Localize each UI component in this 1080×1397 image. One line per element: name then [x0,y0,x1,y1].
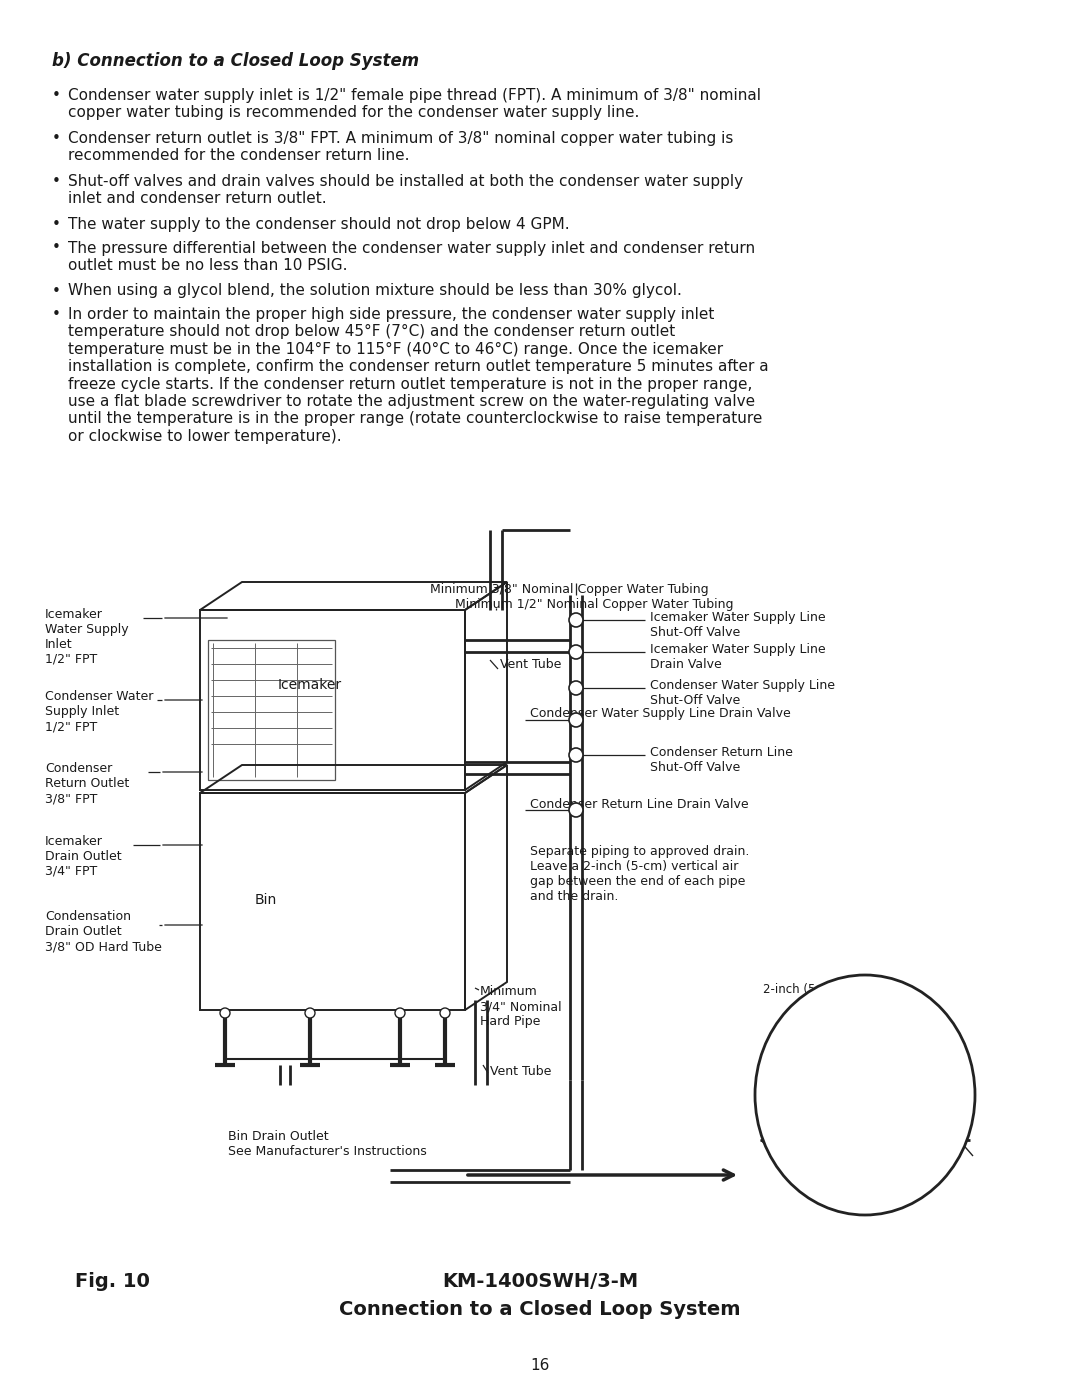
Text: The pressure differential between the condenser water supply inlet and condenser: The pressure differential between the co… [68,240,755,272]
Text: Condenser Return Line
Shut-Off Valve: Condenser Return Line Shut-Off Valve [650,746,793,774]
Text: In order to maintain the proper high side pressure, the condenser water supply i: In order to maintain the proper high sid… [68,307,769,444]
Text: Condenser Water
Supply Inlet
1/2" FPT: Condenser Water Supply Inlet 1/2" FPT [45,690,153,733]
Text: Icemaker Water Supply Line
Drain Valve: Icemaker Water Supply Line Drain Valve [650,643,825,671]
Text: •: • [52,240,60,256]
Circle shape [305,1009,315,1018]
Text: Separate piping to approved drain.
Leave a 2-inch (5-cm) vertical air
gap betwee: Separate piping to approved drain. Leave… [530,845,750,902]
Text: The water supply to the condenser should not drop below 4 GPM.: The water supply to the condenser should… [68,217,569,232]
Text: •: • [52,131,60,147]
Circle shape [569,613,583,627]
Text: Icemaker: Icemaker [278,678,342,692]
Text: When using a glycol blend, the solution mixture should be less than 30% glycol.: When using a glycol blend, the solution … [68,284,681,299]
Text: •: • [52,88,60,103]
Text: Bin Drain Outlet
See Manufacturer's Instructions: Bin Drain Outlet See Manufacturer's Inst… [228,1130,427,1158]
Circle shape [569,712,583,726]
Text: Fig. 10: Fig. 10 [75,1273,150,1291]
Text: Floor: Floor [767,1146,796,1158]
Text: Icemaker Water Supply Line
Shut-Off Valve: Icemaker Water Supply Line Shut-Off Valv… [650,610,825,638]
Text: Condensation
Drain Outlet
3/8" OD Hard Tube: Condensation Drain Outlet 3/8" OD Hard T… [45,909,162,953]
Circle shape [569,680,583,694]
Text: 2-inch (5-cm) air gap: 2-inch (5-cm) air gap [762,983,888,996]
Text: Vent Tube: Vent Tube [490,1065,552,1078]
Text: •: • [52,217,60,232]
Ellipse shape [755,975,975,1215]
Text: Condenser Return Line Drain Valve: Condenser Return Line Drain Valve [530,798,748,810]
Circle shape [395,1009,405,1018]
Text: Icemaker
Drain Outlet
3/4" FPT: Icemaker Drain Outlet 3/4" FPT [45,835,122,877]
Circle shape [569,645,583,659]
Circle shape [440,1009,450,1018]
Text: Condenser Water Supply Line Drain Valve: Condenser Water Supply Line Drain Valve [530,707,791,721]
Circle shape [569,803,583,817]
Text: Shut-off valves and drain valves should be installed at both the condenser water: Shut-off valves and drain valves should … [68,175,743,207]
Text: Vent Tube: Vent Tube [500,658,562,672]
Text: Minimum 3/8" Nominal Copper Water Tubing: Minimum 3/8" Nominal Copper Water Tubing [430,583,708,597]
Text: •: • [52,307,60,321]
Text: Icemaker
Water Supply
Inlet
1/2" FPT: Icemaker Water Supply Inlet 1/2" FPT [45,608,129,666]
Text: KM-1400SWH/3-M: KM-1400SWH/3-M [442,1273,638,1291]
Text: •: • [52,284,60,299]
Text: Drain: Drain [858,1146,890,1158]
Text: •: • [52,175,60,189]
Text: Minimum 1/2" Nominal Copper Water Tubing: Minimum 1/2" Nominal Copper Water Tubing [455,598,733,610]
Text: Connection to a Closed Loop System: Connection to a Closed Loop System [339,1301,741,1319]
Circle shape [220,1009,230,1018]
Text: Condenser water supply inlet is 1/2" female pipe thread (FPT). A minimum of 3/8": Condenser water supply inlet is 1/2" fem… [68,88,761,120]
Text: Condenser
Return Outlet
3/8" FPT: Condenser Return Outlet 3/8" FPT [45,761,130,805]
Text: 16: 16 [530,1358,550,1373]
Circle shape [569,747,583,761]
Text: Bin: Bin [255,893,278,907]
Text: Minimum
3/4" Nominal
Hard Pipe: Minimum 3/4" Nominal Hard Pipe [480,985,562,1028]
Text: b) Connection to a Closed Loop System: b) Connection to a Closed Loop System [52,52,419,70]
Text: Condenser Water Supply Line
Shut-Off Valve: Condenser Water Supply Line Shut-Off Val… [650,679,835,707]
Text: Condenser return outlet is 3/8" FPT. A minimum of 3/8" nominal copper water tubi: Condenser return outlet is 3/8" FPT. A m… [68,131,733,163]
